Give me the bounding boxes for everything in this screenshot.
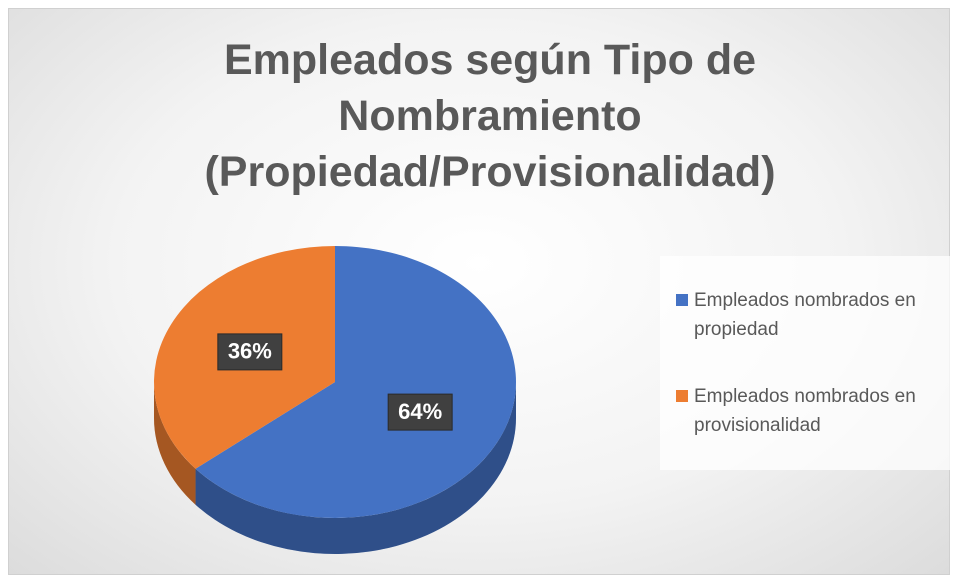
legend: Empleados nombrados en propiedad Empleado… [660,256,956,470]
chart-title: Empleados según Tipo de Nombramiento (Pr… [204,36,776,196]
legend-swatch [676,390,688,402]
legend-item: Empleados nombrados en propiedad [676,286,946,344]
slice-side [195,382,516,554]
value-label: 36% [228,339,272,364]
slice [195,246,516,519]
legend-label: Empleados nombrados en provisionalidad [694,386,916,436]
slice-side-shade [154,382,196,505]
slice-side-shade [195,382,516,554]
legend-item: Empleados nombrados en provisionalidad [676,382,946,440]
legend-label: Empleados nombrados en propiedad [694,290,916,340]
value-label-box [387,393,453,431]
slice-side [154,382,196,505]
value-label-box [217,333,283,371]
legend-swatch [676,294,688,306]
value-label: 64% [398,399,442,424]
